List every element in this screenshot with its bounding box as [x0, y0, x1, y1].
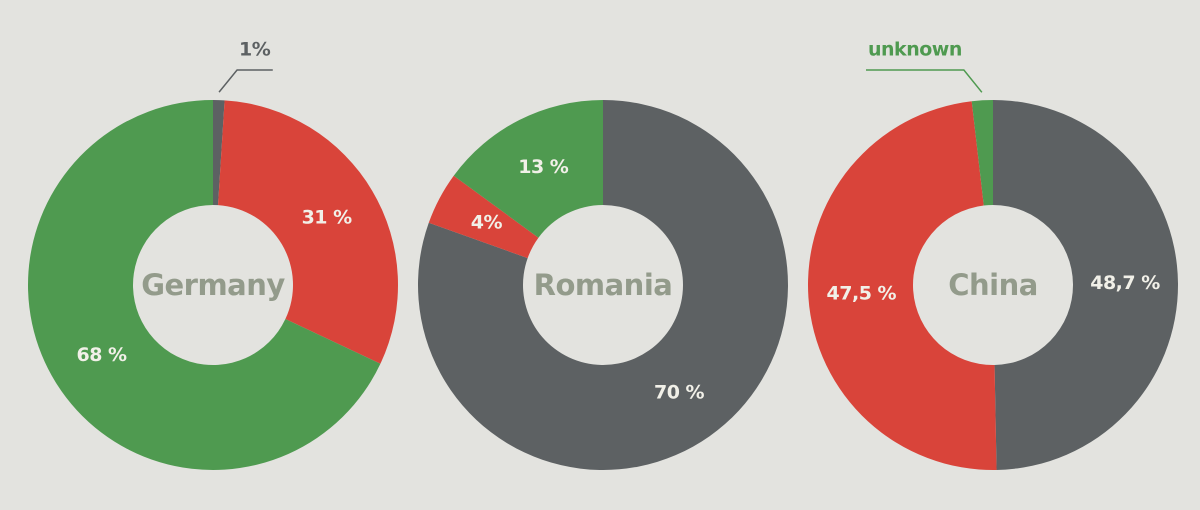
value-label: 70 % — [654, 381, 705, 403]
value-label: 48,7 % — [1090, 272, 1160, 294]
center-label: China — [948, 268, 1038, 302]
value-label: 68 % — [77, 344, 128, 366]
donut-segment — [993, 99, 1179, 470]
donut-segment — [218, 100, 399, 364]
donut-segment — [453, 100, 603, 238]
center-label: Germany — [141, 268, 285, 302]
center-label: Romania — [534, 268, 673, 302]
donut-segment — [418, 100, 789, 470]
value-label: 13 % — [518, 156, 569, 178]
donut-segment — [28, 100, 381, 470]
callout-label: unknown — [868, 39, 962, 61]
donut-segment — [807, 101, 997, 470]
donut-segment — [213, 100, 225, 206]
callout-label: 1% — [239, 39, 271, 61]
leader-line — [866, 69, 983, 93]
leader-line — [218, 69, 273, 93]
donut-segment — [971, 100, 993, 206]
donut-segment — [428, 175, 539, 259]
value-label: 4% — [471, 212, 503, 234]
value-label: 31 % — [302, 206, 353, 228]
value-label: 47,5 % — [827, 282, 897, 304]
